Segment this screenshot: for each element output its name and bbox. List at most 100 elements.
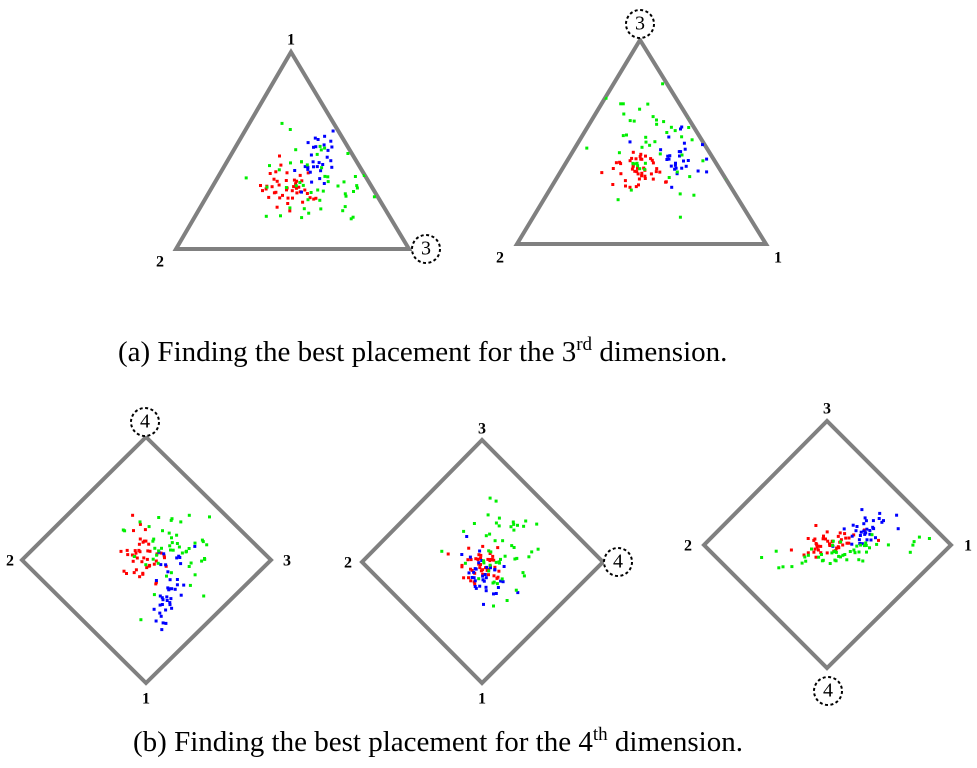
point-class-2 bbox=[467, 571, 471, 575]
caption-b: (b) Finding the best placement for the 4… bbox=[133, 724, 743, 758]
point-class-3 bbox=[512, 546, 516, 549]
point-class-3 bbox=[355, 186, 359, 190]
point-class-3 bbox=[280, 121, 284, 125]
point-class-1 bbox=[469, 558, 473, 562]
point-class-2 bbox=[501, 580, 505, 584]
circled-dimension-marker bbox=[813, 676, 843, 706]
point-class-3 bbox=[861, 559, 865, 563]
point-class-1 bbox=[664, 180, 668, 184]
point-class-1 bbox=[152, 562, 156, 566]
point-class-2 bbox=[859, 530, 863, 534]
point-class-3 bbox=[189, 561, 193, 565]
point-class-1 bbox=[643, 177, 647, 180]
point-class-3 bbox=[343, 205, 347, 209]
vertex-label: 3 bbox=[478, 421, 486, 438]
point-class-3 bbox=[616, 198, 620, 202]
point-class-3 bbox=[675, 170, 679, 174]
point-class-3 bbox=[187, 513, 191, 517]
point-class-3 bbox=[655, 122, 659, 126]
point-class-3 bbox=[169, 518, 173, 522]
point-class-1 bbox=[119, 549, 123, 553]
point-class-3 bbox=[161, 529, 164, 533]
point-class-2 bbox=[161, 598, 165, 602]
point-class-2 bbox=[682, 141, 686, 145]
point-class-3 bbox=[863, 544, 866, 548]
point-class-1 bbox=[633, 169, 637, 173]
point-class-1 bbox=[815, 543, 819, 547]
point-class-1 bbox=[636, 172, 640, 176]
point-class-3 bbox=[488, 496, 492, 500]
point-class-1 bbox=[141, 540, 145, 544]
point-class-1 bbox=[491, 554, 495, 558]
point-class-2 bbox=[485, 565, 489, 569]
vertex-label: 1 bbox=[478, 691, 486, 708]
point-class-2 bbox=[164, 608, 168, 612]
point-class-2 bbox=[865, 538, 869, 542]
point-class-2 bbox=[860, 542, 864, 546]
point-class-2 bbox=[165, 599, 169, 602]
point-class-1 bbox=[134, 568, 138, 572]
point-class-1 bbox=[636, 166, 639, 170]
point-class-3 bbox=[156, 561, 160, 565]
point-class-1 bbox=[640, 174, 644, 178]
point-class-2 bbox=[175, 578, 179, 581]
point-class-1 bbox=[291, 196, 294, 200]
point-class-1 bbox=[836, 534, 840, 538]
point-class-2 bbox=[470, 576, 474, 579]
point-class-3 bbox=[501, 539, 505, 543]
point-class-3 bbox=[463, 561, 467, 565]
point-class-1 bbox=[828, 542, 831, 546]
point-class-3 bbox=[790, 565, 794, 569]
point-class-3 bbox=[833, 549, 837, 553]
point-class-1 bbox=[275, 205, 279, 209]
radviz-frame bbox=[172, 48, 413, 251]
point-class-1 bbox=[305, 192, 309, 195]
point-class-1 bbox=[654, 170, 658, 174]
point-class-2 bbox=[675, 172, 679, 176]
point-class-2 bbox=[313, 136, 317, 140]
point-class-1 bbox=[822, 534, 825, 538]
point-class-3 bbox=[701, 159, 705, 163]
point-class-2 bbox=[177, 554, 181, 558]
scatter-points bbox=[440, 496, 540, 608]
vertex-label: 1 bbox=[774, 250, 782, 267]
point-class-2 bbox=[678, 154, 681, 158]
point-class-1 bbox=[279, 163, 283, 167]
point-class-2 bbox=[317, 161, 321, 165]
point-class-1 bbox=[297, 185, 301, 189]
point-class-1 bbox=[469, 579, 473, 583]
point-class-1 bbox=[285, 188, 288, 192]
point-class-2 bbox=[161, 621, 165, 625]
point-class-3 bbox=[132, 555, 136, 558]
point-class-1 bbox=[298, 173, 302, 177]
point-class-2 bbox=[667, 135, 671, 139]
point-class-2 bbox=[878, 511, 882, 515]
point-class-3 bbox=[643, 161, 647, 165]
circled-dimension-marker bbox=[603, 547, 633, 577]
point-class-3 bbox=[535, 522, 539, 526]
point-class-1 bbox=[469, 567, 472, 571]
vertex-label: 1 bbox=[287, 32, 295, 49]
point-class-3 bbox=[859, 543, 863, 547]
point-class-3 bbox=[169, 548, 172, 552]
point-class-3 bbox=[353, 175, 357, 178]
point-class-2 bbox=[493, 568, 497, 572]
point-class-3 bbox=[477, 577, 481, 581]
point-class-2 bbox=[680, 125, 684, 129]
point-class-3 bbox=[886, 543, 890, 547]
point-class-3 bbox=[205, 543, 209, 547]
point-class-2 bbox=[473, 579, 477, 583]
point-class-1 bbox=[132, 529, 135, 533]
point-class-3 bbox=[569, 107, 573, 111]
point-class-3 bbox=[510, 544, 514, 548]
point-class-1 bbox=[835, 546, 839, 550]
vertex-label: 2 bbox=[496, 250, 504, 267]
point-class-3 bbox=[319, 148, 323, 152]
circled-dimension-label: 3 bbox=[421, 238, 431, 260]
point-class-2 bbox=[858, 542, 862, 545]
point-class-2 bbox=[484, 576, 488, 580]
point-class-2 bbox=[680, 166, 684, 170]
point-class-3 bbox=[516, 523, 519, 527]
point-class-1 bbox=[814, 524, 818, 527]
point-class-1 bbox=[137, 542, 141, 546]
